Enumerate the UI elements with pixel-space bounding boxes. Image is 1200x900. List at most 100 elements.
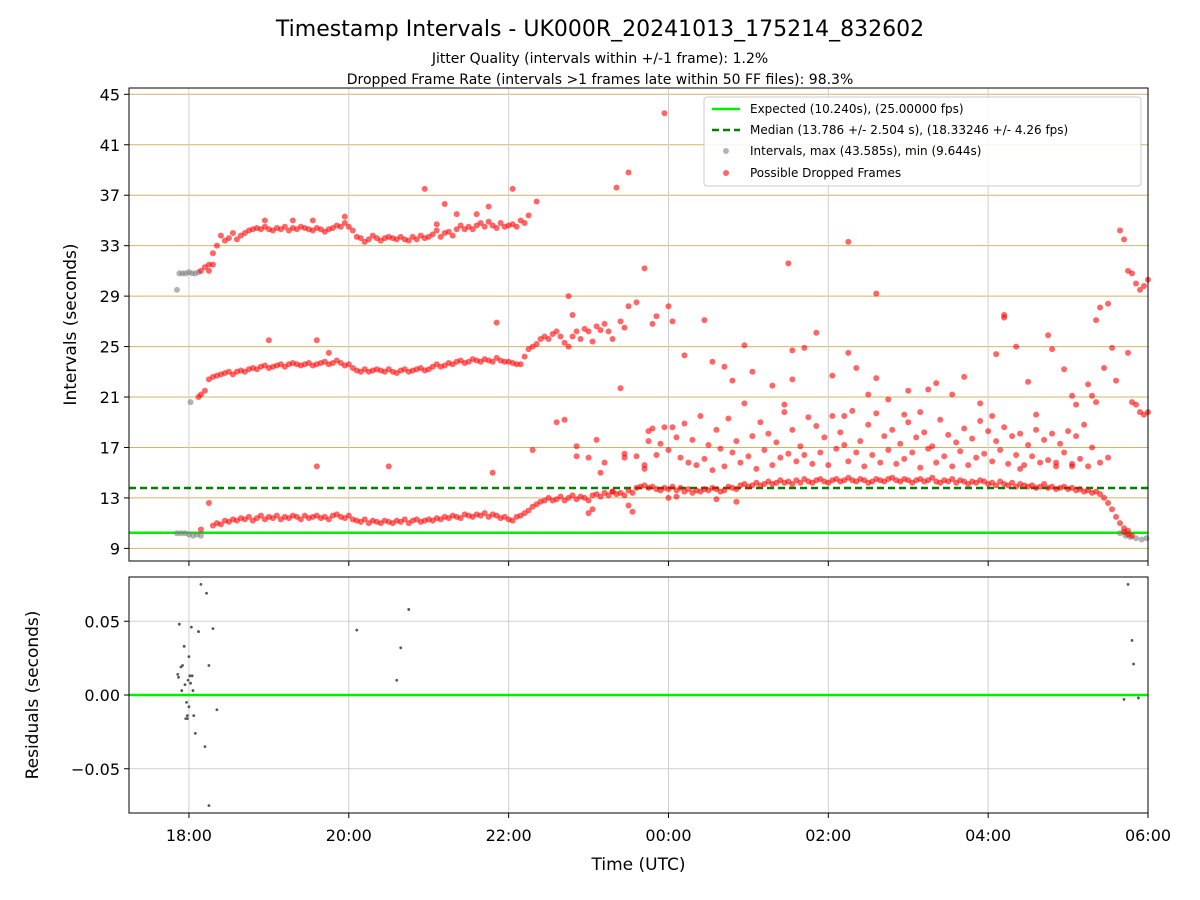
dropped-frame-point (533, 198, 540, 205)
dropped-frame-point (433, 221, 440, 228)
dropped-frame-point (989, 458, 996, 465)
dropped-frame-point (821, 434, 828, 441)
dropped-frame-point (297, 516, 304, 523)
dropped-frame-point (989, 412, 996, 419)
residual-point (176, 672, 180, 676)
dropped-frame-point (781, 401, 788, 408)
dropped-frame-point (765, 430, 772, 437)
dropped-frame-point (625, 303, 632, 310)
dropped-frame-point (1113, 513, 1120, 520)
dropped-frame-point (845, 349, 852, 356)
dropped-frame-point (585, 328, 592, 335)
interval-point (187, 399, 194, 406)
intervals-y-axis-label: Intervals (seconds) (61, 243, 81, 405)
residual-point (183, 683, 187, 687)
residual-point (180, 689, 184, 692)
dropped-frame-point (345, 223, 352, 230)
dropped-frame-point (773, 439, 780, 446)
dropped-frame-point (561, 339, 568, 346)
dropped-frame-point (1137, 286, 1144, 293)
dropped-frame-point (609, 488, 616, 495)
dropped-frame-point (661, 110, 668, 117)
dropped-frame-point (1093, 317, 1100, 324)
dropped-frame-point (1005, 460, 1012, 467)
residuals-y-axis-label: Residuals (seconds) (23, 611, 43, 780)
dropped-frame-point (593, 323, 600, 330)
dropped-frame-point (1041, 481, 1048, 488)
x-tick-label: 18:00 (166, 826, 212, 845)
dropped-frame-point (961, 425, 968, 432)
dropped-frame-point (1013, 343, 1020, 350)
dropped-frame-point (913, 434, 920, 441)
dropped-frame-point (865, 421, 872, 428)
residual-point (192, 714, 196, 718)
dropped-frame-point (197, 391, 204, 398)
intervals-y-tick-label: 37 (100, 186, 120, 205)
interval-point (1138, 536, 1145, 543)
dropped-frame-point (1001, 424, 1008, 431)
dropped-frame-point (1129, 532, 1136, 539)
dropped-frame-point (749, 433, 756, 440)
dropped-frame-point (885, 447, 892, 454)
dropped-frame-point (693, 462, 700, 469)
dropped-frame-point (473, 211, 480, 218)
dropped-frame-point (485, 218, 492, 225)
legend-median-label: Median (13.786 +/- 2.504 s), (18.33246 +… (750, 123, 1068, 137)
residual-point (1137, 696, 1140, 700)
dropped-frame-point (517, 361, 524, 368)
dropped-frame-point (769, 462, 776, 469)
residual-point (185, 714, 189, 718)
dropped-frame-point (481, 510, 488, 517)
dropped-frame-point (701, 455, 708, 462)
dropped-frame-point (1013, 452, 1020, 459)
residual-point (355, 628, 359, 632)
dropped-frame-point (325, 349, 332, 356)
dropped-frame-point (197, 526, 204, 533)
dropped-frame-point (785, 450, 792, 457)
dropped-frame-point (741, 342, 748, 349)
legend-dropped-swatch (723, 170, 729, 176)
dropped-frame-point (893, 460, 900, 467)
dropped-frame-point (625, 169, 632, 176)
residual-point (399, 646, 403, 650)
dropped-frame-point (685, 486, 692, 493)
dropped-frame-point (721, 487, 728, 494)
dropped-frame-point (929, 443, 936, 450)
dropped-frame-point (993, 351, 1000, 358)
dropped-frame-point (1057, 440, 1064, 447)
dropped-frame-point (621, 450, 628, 457)
dropped-frame-point (585, 454, 592, 461)
residual-point (182, 644, 186, 648)
dropped-frame-point (769, 382, 776, 389)
dropped-frame-point (969, 435, 976, 442)
intervals-grid (129, 88, 1149, 561)
dropped-frame-point (345, 512, 352, 519)
dropped-frame-point (733, 486, 740, 493)
dropped-frame-point (1089, 444, 1096, 451)
interval-point (1143, 535, 1150, 542)
residual-point (187, 705, 191, 709)
dropped-frame-point (757, 419, 764, 426)
dropped-frame-point (865, 391, 872, 398)
residual-point (188, 674, 192, 678)
dropped-frame-point (873, 375, 880, 382)
dropped-frame-point (1101, 494, 1108, 501)
dropped-frame-point (533, 341, 540, 348)
dropped-frame-point (1061, 449, 1068, 456)
dropped-frame-point (605, 492, 612, 499)
dropped-frame-point (1085, 381, 1092, 388)
dropped-frame-point (933, 380, 940, 387)
dropped-frame-point (617, 318, 624, 325)
dropped-frame-point (781, 409, 788, 416)
dropped-frame-point (201, 387, 208, 394)
dropped-frame-point (453, 226, 460, 233)
dropped-frame-point (437, 233, 444, 240)
dropped-frame-point (657, 440, 664, 447)
dropped-frame-point (957, 448, 964, 455)
dropped-frame-point (573, 453, 580, 460)
dropped-frame-point (789, 481, 796, 488)
dropped-frame-point (673, 493, 680, 500)
dropped-frame-point (1133, 280, 1140, 287)
dropped-frame-point (257, 512, 264, 519)
